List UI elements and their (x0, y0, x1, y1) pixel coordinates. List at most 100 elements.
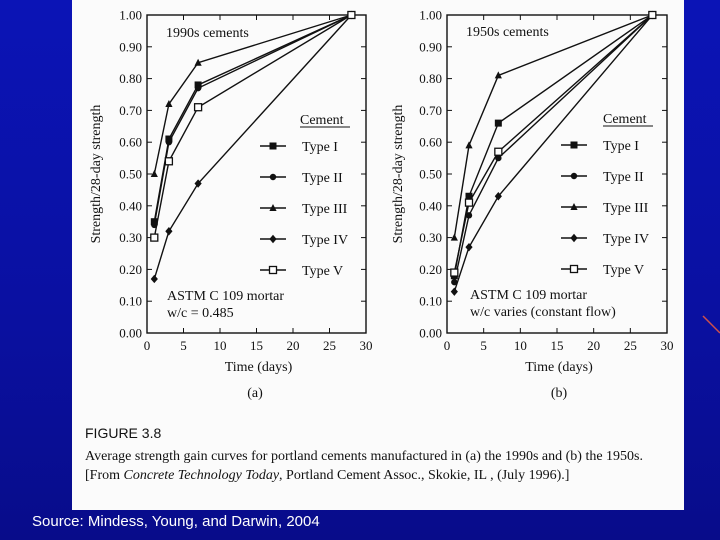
chart-note: ASTM C 109 mortar (167, 289, 284, 304)
legend-label: Type I (603, 139, 639, 154)
x-tick-label: 15 (551, 338, 564, 353)
series-line (453, 14, 653, 283)
legend-label: Type V (603, 263, 644, 278)
legend-label: Type V (302, 264, 343, 279)
series-line (153, 14, 352, 238)
y-tick-label: 0.10 (419, 294, 442, 309)
y-tick-label: 0.70 (119, 103, 142, 118)
x-tick-label: 25 (624, 338, 637, 353)
legend-entry: Type I (260, 140, 338, 155)
data-point (648, 10, 657, 20)
y-axis-label: Strength/28-day strength (391, 105, 406, 244)
data-point (495, 154, 502, 162)
chart-note: w/c = 0.485 (167, 306, 234, 321)
series-type-v (150, 10, 356, 242)
data-point (194, 179, 202, 188)
chart-note: ASTM C 109 mortar (470, 288, 587, 303)
data-point (450, 268, 459, 277)
data-point (450, 233, 458, 241)
data-point (465, 242, 473, 252)
legend-entry: Type III (561, 201, 649, 216)
y-tick-label: 0.40 (119, 198, 142, 213)
panel-label: (b) (551, 386, 568, 401)
data-point (494, 147, 503, 156)
y-axis-label: Strength/28-day strength (89, 105, 104, 244)
y-tick-label: 0.80 (119, 71, 142, 86)
legend-entry: Type V (260, 264, 343, 279)
legend-entry: Type I (561, 139, 639, 154)
series-type-ii (151, 11, 355, 229)
legend: Cement Type I Type II Type III Type IV Type V (260, 113, 350, 279)
chart-panel-a: 0.00 0.10 0.20 0.30 0.40 0.50 0.60 0.70 0.80 0.90… (89, 8, 373, 402)
legend-entry: Type V (561, 263, 644, 278)
data-point (194, 58, 202, 66)
x-tick-label: 0 (444, 338, 451, 353)
x-tick-label: 10 (214, 338, 227, 353)
legend-title: Cement (603, 112, 647, 127)
x-tick-label: 10 (514, 338, 527, 353)
figure-number: FIGURE 3.8 (85, 425, 162, 441)
y-tick-label: 0.90 (119, 39, 142, 54)
series-line (153, 14, 352, 280)
series-line (453, 14, 653, 238)
data-point (347, 10, 356, 20)
y-tick-label: 0.50 (119, 167, 142, 182)
legend-label: Type I (302, 140, 338, 155)
data-point (494, 192, 502, 201)
figure-page (72, 0, 684, 510)
x-axis-label: Time (days) (525, 360, 593, 375)
legend-entry: Type IV (260, 233, 348, 248)
legend-label: Type II (603, 170, 644, 185)
y-tick-label: 0.10 (119, 294, 142, 309)
legend-entry: Type IV (561, 232, 649, 247)
x-tick-label: 30 (661, 338, 674, 353)
data-point (165, 227, 173, 236)
legend-label: Type III (302, 202, 348, 217)
data-point (494, 119, 502, 127)
legend-label: Type IV (603, 232, 649, 247)
series-type-iv (150, 10, 355, 284)
y-tick-label: 0.60 (119, 135, 142, 150)
y-tick-label: 0.70 (419, 103, 442, 118)
data-point (451, 278, 458, 286)
y-tick-label: 0.00 (119, 326, 142, 341)
panel-label: (a) (247, 386, 263, 401)
data-point (150, 274, 158, 284)
x-tick-label: 5 (180, 338, 187, 353)
data-point (465, 192, 473, 200)
data-point (465, 212, 473, 219)
legend-marker (569, 264, 579, 274)
chart-title: 1950s cements (466, 25, 549, 40)
data-point (494, 71, 502, 79)
data-point (164, 157, 174, 166)
x-axis-label: Time (days) (225, 360, 293, 375)
y-tick-label: 0.60 (419, 135, 442, 150)
caption-text-1: Average strength gain curves for portlan… (85, 449, 643, 483)
series-line (453, 14, 653, 273)
y-tick-label: 0.30 (119, 230, 142, 245)
legend-marker (269, 204, 277, 211)
chart-note: w/c varies (constant flow) (470, 305, 616, 320)
legend-marker (268, 265, 278, 275)
data-point (150, 233, 159, 242)
series-line (453, 14, 653, 292)
legend-title: Cement (300, 113, 344, 128)
caption-source-title: Concrete Technology Today (123, 468, 280, 483)
legend-entry: Type III (260, 202, 348, 217)
data-point (465, 141, 473, 149)
source-note: Source: Mindess, Young, and Darwin, 2004 (32, 513, 320, 530)
y-tick-label: 1.00 (419, 8, 442, 23)
chart-title: 1990s cements (166, 26, 249, 41)
data-point (450, 287, 458, 296)
y-tick-label: 1.00 (119, 8, 142, 23)
series-line (153, 14, 352, 175)
legend-marker (570, 203, 578, 210)
legend-marker (269, 173, 277, 181)
data-point (193, 103, 203, 112)
x-tick-label: 30 (360, 338, 373, 353)
legend-marker (570, 172, 578, 180)
legend-marker (269, 234, 277, 244)
legend-marker (269, 142, 277, 150)
